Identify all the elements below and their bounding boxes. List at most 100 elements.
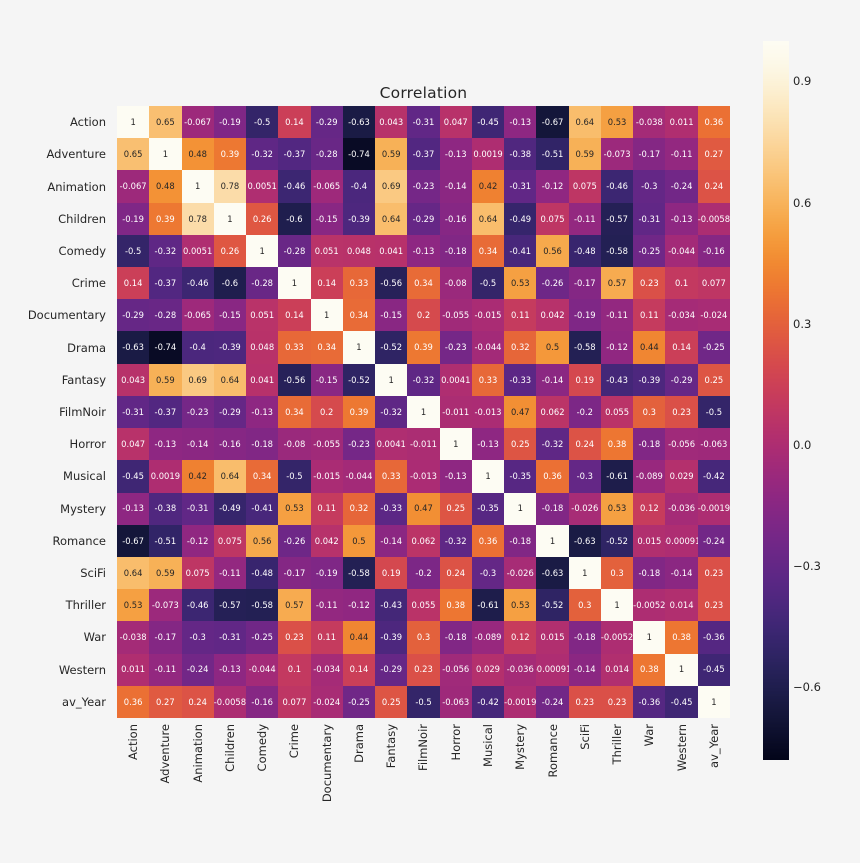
heatmap-cell: -0.37 <box>149 395 182 429</box>
heatmap-cell: -0.12 <box>342 589 376 622</box>
heatmap-cell: 0.075 <box>181 556 214 590</box>
heatmap-cell: -0.18 <box>246 428 279 461</box>
heatmap-cell: -0.13 <box>439 138 472 171</box>
heatmap-cell: 0.53 <box>504 267 537 300</box>
x-tick-label-wrap: Horror <box>440 722 472 842</box>
heatmap-cell: -0.74 <box>342 138 376 171</box>
x-tick-label-wrap: Mystery <box>504 722 536 842</box>
y-tick-label-children: Children <box>58 211 106 226</box>
heatmap-cell: -0.13 <box>117 492 150 525</box>
heatmap-cell: 1 <box>633 621 666 654</box>
heatmap-cell: -0.0058 <box>213 685 247 718</box>
heatmap-cell: -0.08 <box>439 267 472 300</box>
heatmap-cell: -0.16 <box>213 428 247 461</box>
heatmap-cell: -0.044 <box>471 331 505 364</box>
heatmap-cell: 0.075 <box>568 170 601 203</box>
heatmap-cell: -0.4 <box>342 170 376 203</box>
heatmap-cell: 0.24 <box>181 685 214 718</box>
heatmap-cell: -0.32 <box>246 138 279 171</box>
heatmap-cell: 0.062 <box>407 524 440 557</box>
heatmap-cell: 1 <box>181 170 214 203</box>
heatmap-cell: 0.0051 <box>246 170 279 203</box>
heatmap-cell: 0.12 <box>504 621 537 654</box>
heatmap-cell: -0.013 <box>471 395 505 429</box>
heatmap-cell: 0.23 <box>697 589 730 622</box>
heatmap-cell: -0.3 <box>181 621 214 654</box>
heatmap-cell: -0.12 <box>536 170 569 203</box>
heatmap-cell: 0.24 <box>568 428 601 461</box>
heatmap-cell: 0.47 <box>504 395 537 429</box>
heatmap-cell: -0.0019 <box>697 492 730 525</box>
heatmap-cell: -0.036 <box>665 492 698 525</box>
heatmap-cell: 0.14 <box>310 267 343 300</box>
heatmap-cell: -0.13 <box>471 428 505 461</box>
heatmap-cell: -0.015 <box>310 460 343 493</box>
heatmap-cell: 0.041 <box>246 363 279 396</box>
heatmap-cell: -0.36 <box>697 621 730 654</box>
x-tick-label-wrap: Comedy <box>246 722 278 842</box>
heatmap-cell: -0.58 <box>600 234 634 268</box>
y-tick-label-mystery: Mystery <box>60 501 106 516</box>
heatmap-cell: -0.11 <box>600 299 634 332</box>
heatmap-cell: 0.36 <box>117 685 150 718</box>
heatmap-cell: 0.48 <box>181 138 214 171</box>
heatmap-cell: -0.46 <box>600 170 634 203</box>
heatmap-cell: -0.63 <box>568 524 601 557</box>
y-tick-label-av_year: av_Year <box>62 694 106 709</box>
x-tick-label-children: Children <box>222 724 237 772</box>
heatmap-cell: 0.042 <box>310 524 343 557</box>
heatmap-cell: -0.14 <box>568 653 601 686</box>
x-tick-label-comedy: Comedy <box>255 724 270 772</box>
heatmap-cell: -0.39 <box>375 621 408 654</box>
heatmap-cell: -0.19 <box>568 299 601 332</box>
heatmap-cell: -0.28 <box>278 234 311 268</box>
heatmap-cell: -0.29 <box>665 363 698 396</box>
heatmap-cell: -0.063 <box>697 428 730 461</box>
heatmap-cell: 0.59 <box>568 138 601 171</box>
y-tick-label-animation: Animation <box>47 179 106 194</box>
heatmap-cell: -0.11 <box>149 653 182 686</box>
heatmap-cell: 0.3 <box>633 395 666 429</box>
x-tick-label-av_year: av_Year <box>706 724 721 768</box>
colorbar-tick-4: −0.3 <box>793 559 821 574</box>
heatmap-cell: 0.0041 <box>439 363 472 396</box>
heatmap-cell: 0.12 <box>633 492 666 525</box>
heatmap-cell: 0.26 <box>246 202 279 235</box>
heatmap-cell: -0.42 <box>697 460 730 493</box>
x-tick-label-wrap: Adventure <box>149 722 181 842</box>
heatmap-cell: 0.077 <box>278 685 311 718</box>
heatmap-cell: 0.3 <box>407 621 440 654</box>
heatmap-cell: 1 <box>246 234 279 268</box>
heatmap-cell: -0.056 <box>665 428 698 461</box>
heatmap-cell: -0.43 <box>375 589 408 622</box>
heatmap-cell: 0.36 <box>697 106 730 139</box>
heatmap-cell: 0.042 <box>536 299 569 332</box>
heatmap-cell: 0.0019 <box>471 138 505 171</box>
heatmap-cell: 0.38 <box>439 589 472 622</box>
heatmap-cell: 0.57 <box>600 267 634 300</box>
heatmap-cell: -0.011 <box>439 395 472 429</box>
y-tick-label-filmnoir: FilmNoir <box>59 404 106 419</box>
heatmap-cell: 0.23 <box>600 685 634 718</box>
heatmap-cell: -0.61 <box>600 460 634 493</box>
heatmap-cell: -0.41 <box>504 234 537 268</box>
heatmap-cell: 0.33 <box>342 267 376 300</box>
heatmap-cell: -0.056 <box>439 653 472 686</box>
heatmap-cell: -0.15 <box>375 299 408 332</box>
heatmap-cell: 0.055 <box>600 395 634 429</box>
heatmap-cell: 0.11 <box>504 299 537 332</box>
heatmap-cell: 0.42 <box>471 170 505 203</box>
x-tick-label-wrap: Action <box>117 722 149 842</box>
heatmap-cell: -0.24 <box>665 170 698 203</box>
heatmap-cell: -0.00091 <box>665 524 698 557</box>
heatmap-cell: -0.13 <box>407 234 440 268</box>
heatmap-cell: -0.31 <box>407 106 440 139</box>
heatmap-cell: -0.024 <box>697 299 730 332</box>
heatmap-cell: -0.24 <box>181 653 214 686</box>
x-tick-label-wrap: Romance <box>536 722 568 842</box>
heatmap-cell: -0.13 <box>665 202 698 235</box>
heatmap-cell: -0.38 <box>504 138 537 171</box>
heatmap-cell: 0.39 <box>213 138 247 171</box>
heatmap-cell: 0.14 <box>278 106 311 139</box>
heatmap-cell: 0.38 <box>665 621 698 654</box>
